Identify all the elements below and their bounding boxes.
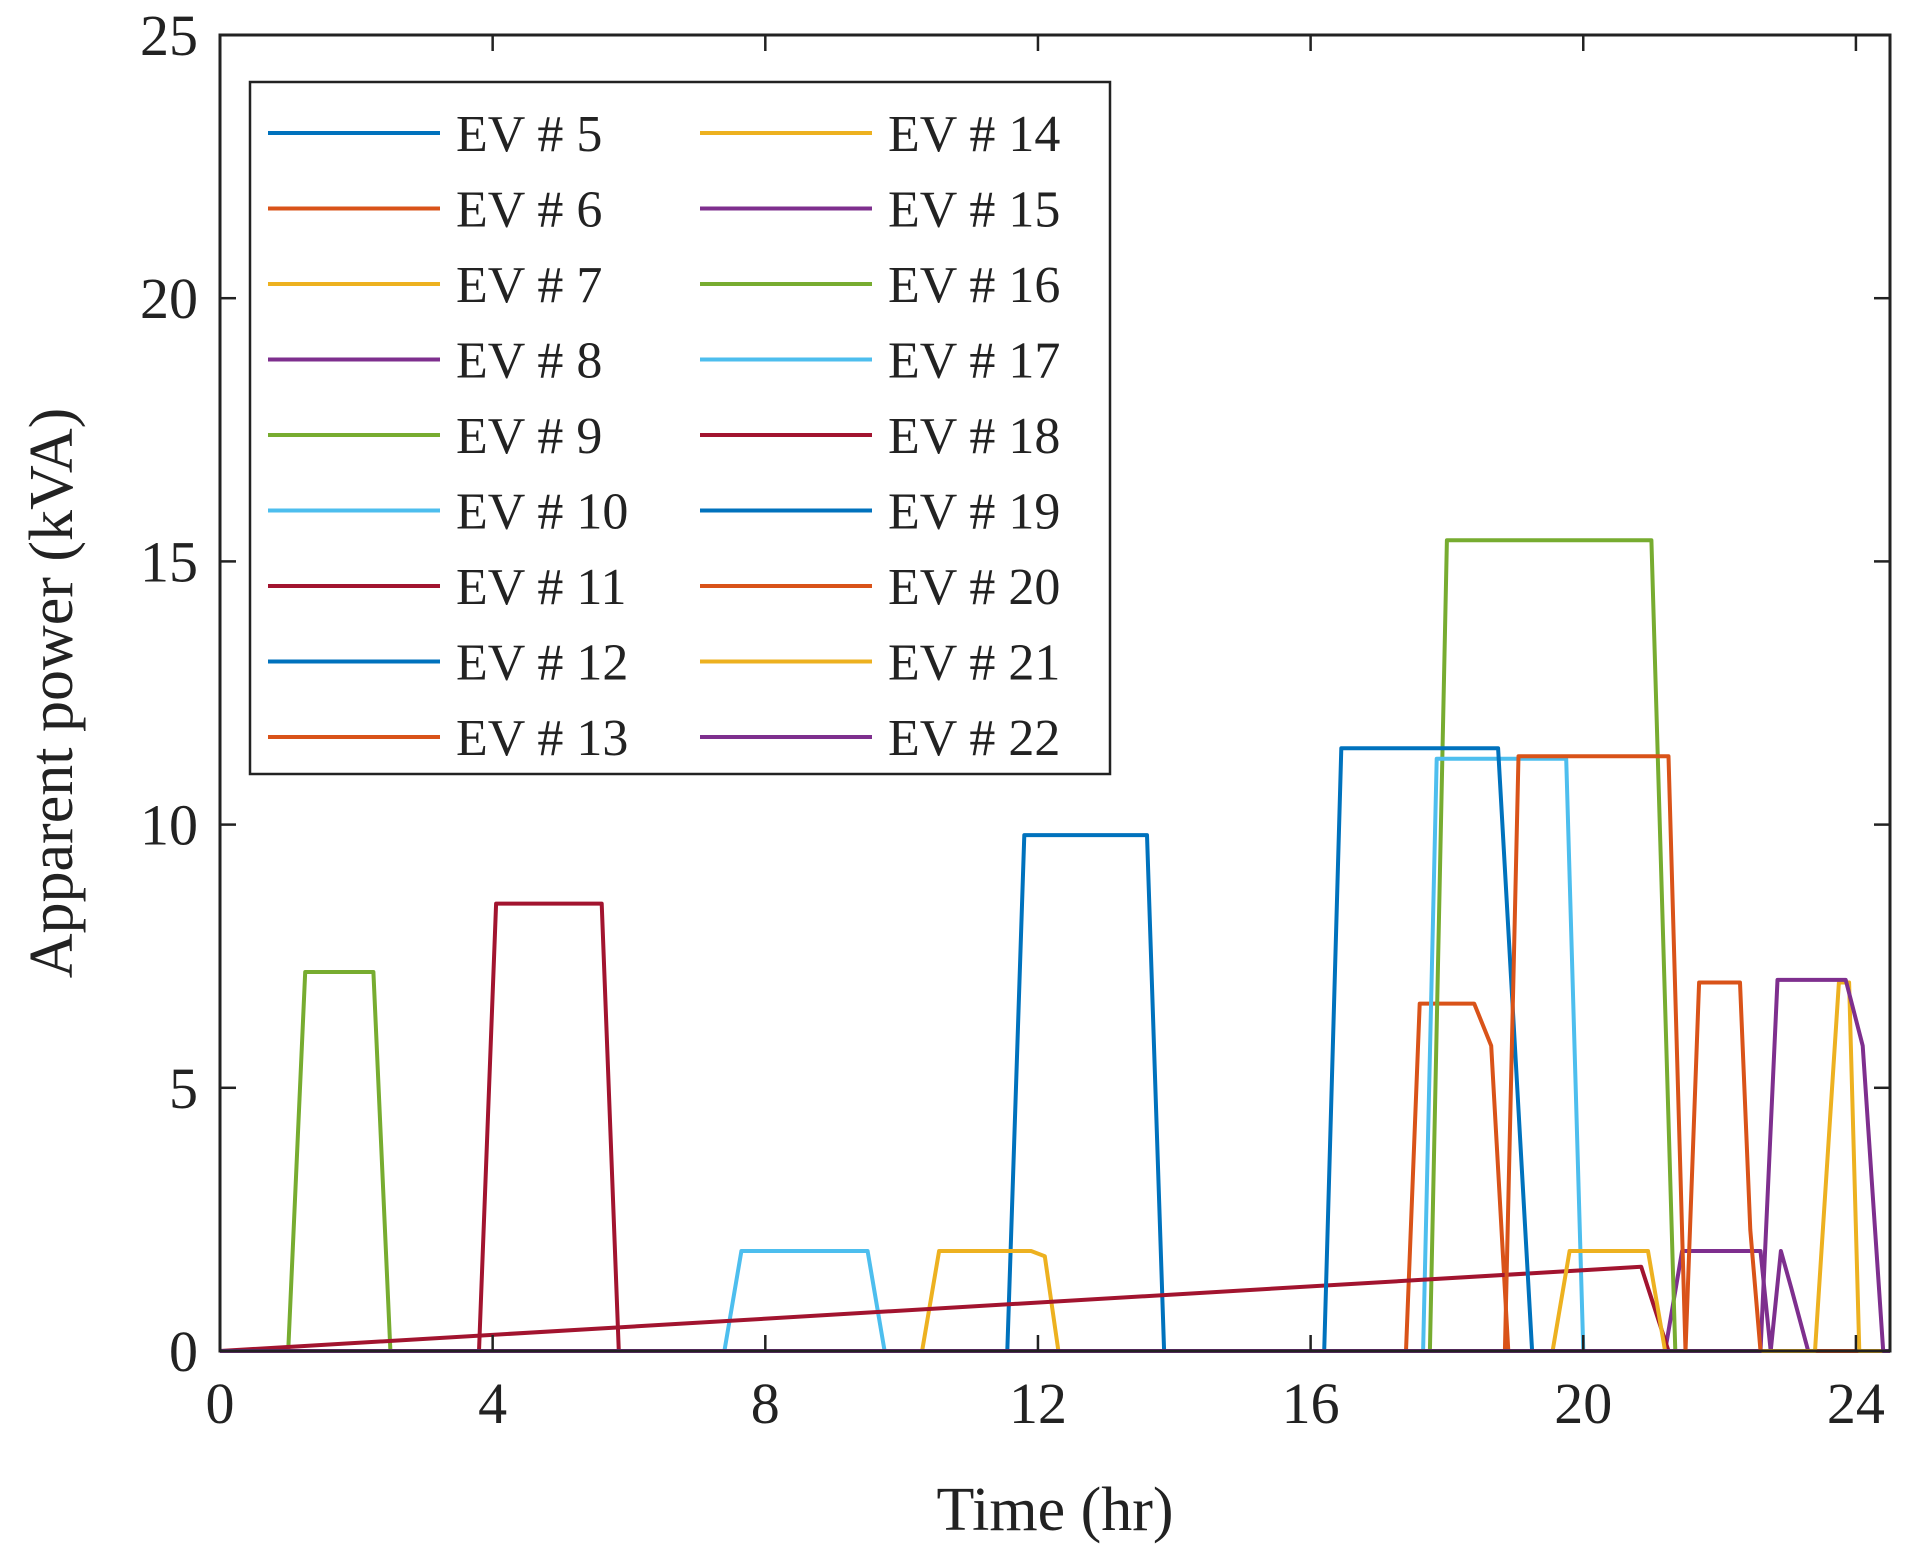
legend-entry: EV # 12 — [268, 635, 628, 692]
tick-layer: 0 4 8 12 16 20 24 0 5 10 15 20 25 — [140, 3, 1890, 1436]
legend-label: EV # 17 — [888, 333, 1060, 390]
legend-label: EV # 19 — [888, 484, 1060, 541]
y-tick-label: 25 — [140, 3, 198, 68]
legend-label: EV # 7 — [456, 257, 602, 314]
legend-label: EV # 6 — [456, 182, 602, 239]
legend-entry: EV # 22 — [700, 710, 1060, 767]
legend-entry: EV # 6 — [268, 182, 602, 239]
x-tick-label: 24 — [1827, 1371, 1885, 1436]
legend-entry: EV # 10 — [268, 484, 628, 541]
legend-label: EV # 22 — [888, 710, 1060, 767]
y-tick-label: 0 — [169, 1319, 198, 1384]
legend-entry: EV # 7 — [268, 257, 602, 314]
legend-entry: EV # 21 — [700, 635, 1060, 692]
legend-label: EV # 20 — [888, 559, 1060, 616]
legend-label: EV # 12 — [456, 635, 628, 692]
legend-entry: EV # 17 — [700, 333, 1060, 390]
y-tick-label: 5 — [169, 1056, 198, 1121]
legend-label: EV # 18 — [888, 408, 1060, 465]
legend-entry: EV # 11 — [268, 559, 626, 616]
legend-label: EV # 10 — [456, 484, 628, 541]
x-axis-label: Time (hr) — [936, 1476, 1173, 1544]
series-line-19 — [1683, 980, 1763, 1352]
legend-box — [248, 80, 1112, 776]
x-tick-label: 4 — [478, 1371, 507, 1436]
legend-entry: EV # 20 — [700, 559, 1060, 616]
legend-label: EV # 14 — [888, 106, 1060, 163]
legend-entry: EV # 16 — [700, 257, 1060, 314]
legend-entry: EV # 8 — [268, 333, 602, 390]
y-tick-label: 10 — [140, 793, 198, 858]
y-tick-label: 20 — [140, 266, 198, 331]
plot-frame — [218, 33, 1892, 1353]
legend-entry: EV # 13 — [268, 710, 628, 767]
legend-items: EV # 5 EV # 6 EV # 7 EV # 8 EV # 9 EV # 10 EV … — [268, 106, 1060, 767]
x-tick-label: 12 — [1009, 1371, 1067, 1436]
legend-entry: EV # 15 — [700, 182, 1060, 239]
legend-label: EV # 8 — [456, 333, 602, 390]
legend-entry: EV # 14 — [700, 106, 1060, 163]
legend-label: EV # 15 — [888, 182, 1060, 239]
legend-entry: EV # 18 — [700, 408, 1060, 465]
y-tick-label: 15 — [140, 529, 198, 594]
legend-label: EV # 13 — [456, 710, 628, 767]
x-tick-label: 16 — [1282, 1371, 1340, 1436]
legend-entry: EV # 9 — [268, 408, 602, 465]
legend-label: EV # 11 — [456, 559, 626, 616]
x-tick-label: 8 — [751, 1371, 780, 1436]
legend-entry: EV # 19 — [700, 484, 1060, 541]
legend-label: EV # 9 — [456, 408, 602, 465]
legend: EV # 5 EV # 6 EV # 7 EV # 8 EV # 9 EV # 10 EV … — [248, 80, 1112, 776]
x-tick-label: 20 — [1554, 1371, 1612, 1436]
legend-label: EV # 16 — [888, 257, 1060, 314]
x-tick-label: 0 — [206, 1371, 235, 1436]
legend-entry: EV # 5 — [268, 106, 602, 163]
legend-label: EV # 5 — [456, 106, 602, 163]
y-axis-label: Apparent power (kVA) — [18, 408, 86, 978]
legend-label: EV # 21 — [888, 635, 1060, 692]
